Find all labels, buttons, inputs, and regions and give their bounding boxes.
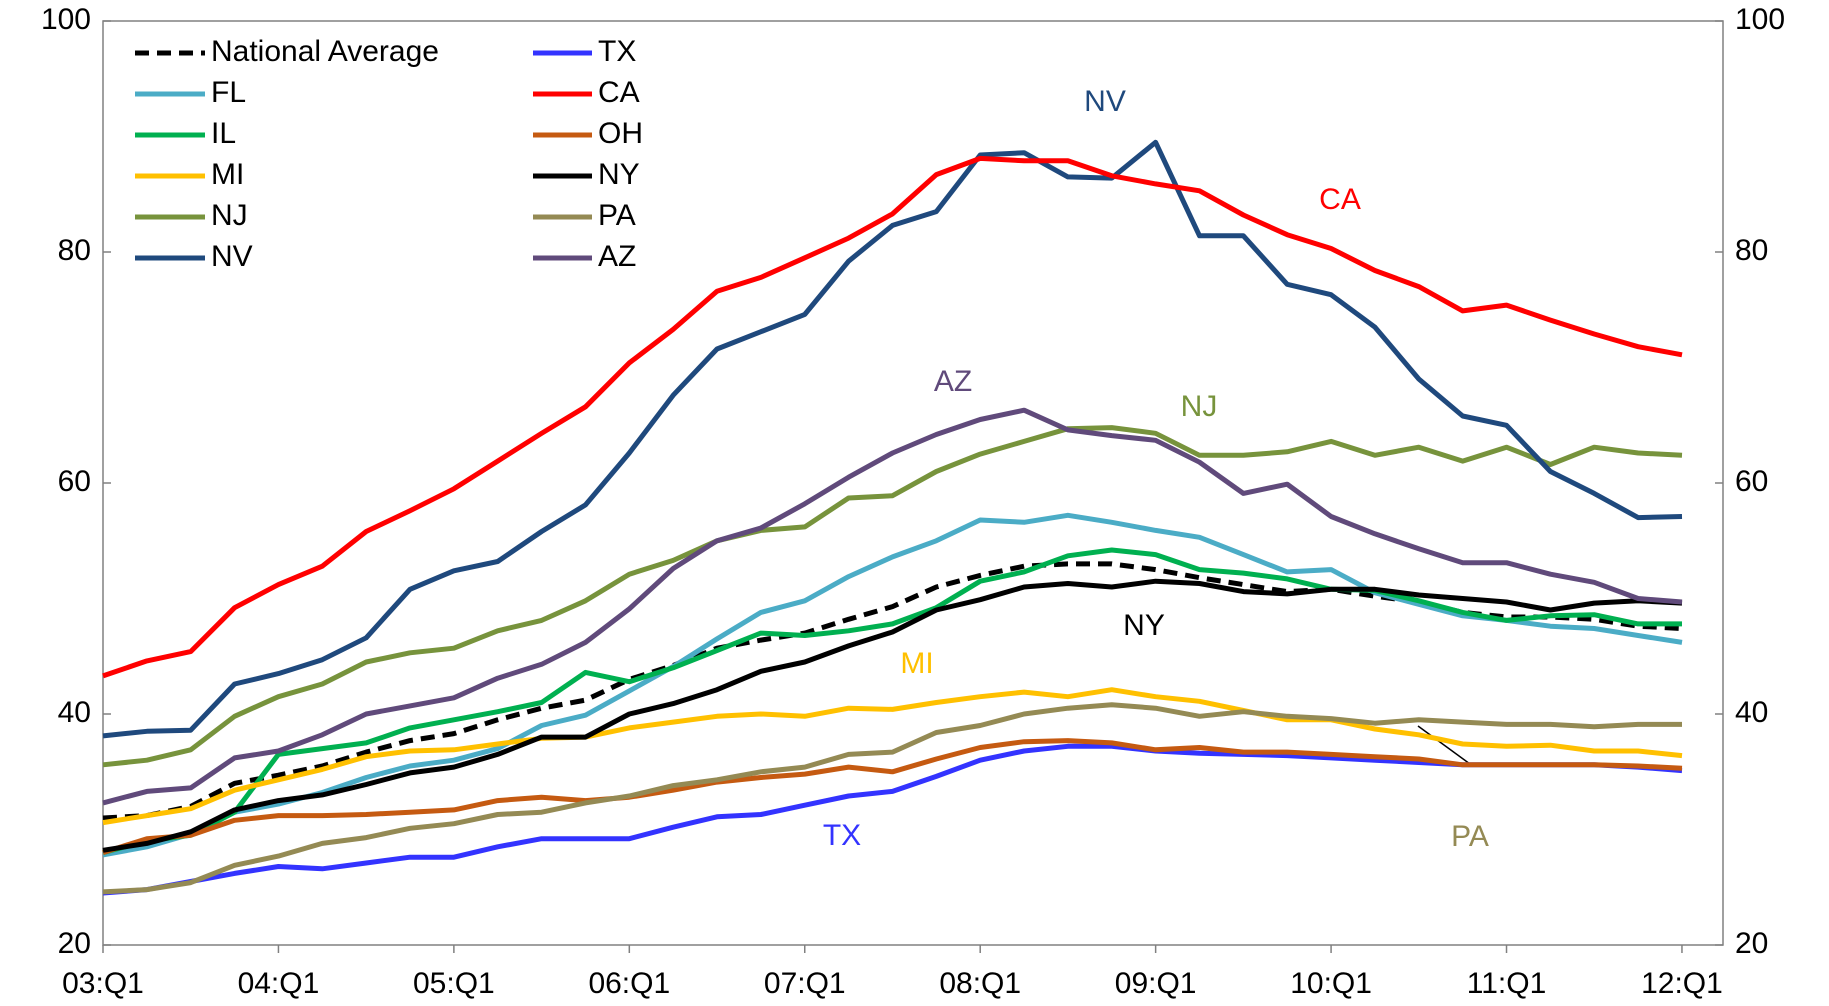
y-tick-label: 40 [58, 696, 91, 729]
legend-label: IL [211, 117, 236, 150]
x-tick-label: 09:Q1 [1115, 967, 1197, 1000]
y-tick-label: 60 [58, 465, 91, 498]
x-tick-label: 05:Q1 [413, 967, 495, 1000]
legend-label: MI [211, 158, 244, 191]
x-tick-label: 06:Q1 [588, 967, 670, 1000]
series-line [102, 425, 1683, 768]
annotation: TX [823, 819, 861, 852]
y2-tick-label: 100 [1735, 3, 1785, 36]
y-tick-label: 100 [41, 3, 91, 36]
annotation: PA [1451, 820, 1489, 853]
x-tick-label: 10:Q1 [1290, 967, 1372, 1000]
series-line [102, 139, 1683, 739]
legend-label: OH [598, 117, 643, 150]
pa-leader-line [1417, 725, 1471, 765]
series-line [102, 743, 1683, 896]
series-line [102, 687, 1683, 826]
legend-label: NY [598, 158, 640, 191]
annotation: NJ [1181, 390, 1218, 423]
series-line [102, 512, 1683, 858]
x-tick-label: 12:Q1 [1641, 967, 1723, 1000]
legend-label: National Average [211, 35, 439, 68]
series-line [102, 738, 1683, 855]
annotation: NV [1084, 85, 1126, 118]
series-line [102, 547, 1682, 856]
annotation: NY [1123, 609, 1165, 642]
legend-label: NJ [211, 199, 248, 232]
x-tick-label: 08:Q1 [939, 967, 1021, 1000]
y-tick-label: 20 [58, 927, 91, 960]
y2-tick-label: 80 [1735, 234, 1768, 267]
legend-label: CA [598, 76, 640, 109]
legend-label: TX [598, 35, 636, 68]
y2-tick-label: 40 [1735, 696, 1768, 729]
legend-label: FL [211, 76, 246, 109]
annotation: MI [900, 647, 933, 680]
y2-tick-label: 60 [1735, 465, 1768, 498]
series-line [102, 407, 1683, 806]
legend-label: AZ [598, 240, 636, 273]
y-tick-label: 80 [58, 234, 91, 267]
annotation: AZ [934, 365, 972, 398]
series-line [102, 702, 1682, 895]
x-tick-label: 07:Q1 [764, 967, 846, 1000]
legend-label: PA [598, 199, 636, 232]
y2-tick-label: 20 [1735, 927, 1768, 960]
annotation: CA [1319, 183, 1361, 216]
series-line [102, 578, 1683, 853]
series-line [102, 155, 1683, 679]
x-tick-label: 04:Q1 [238, 967, 320, 1000]
legend-label: NV [211, 240, 253, 273]
x-tick-label: 11:Q1 [1467, 967, 1547, 1000]
x-tick-label: 03:Q1 [62, 967, 144, 1000]
series-line [102, 561, 1683, 821]
